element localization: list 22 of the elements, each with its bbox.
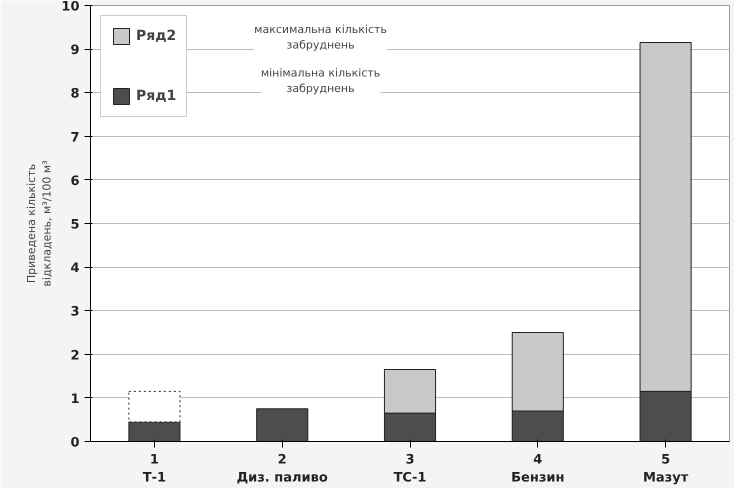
y-tick-label: 5 [70,218,80,232]
y-tick-label: 9 [70,43,80,58]
legend-label: Ряд2 [136,28,176,44]
y-tick-label: 8 [70,86,80,102]
y-tick-label: 10 [61,0,80,14]
y-tick-label: 3 [70,304,80,320]
y-tick-label: 7 [70,130,80,146]
x-tick-label: 4 Бензин [511,452,564,486]
y-tick-label: 4 [70,261,80,276]
y-tick-label: 0 [70,436,80,450]
x-tick-label: 5 Мазут [642,452,689,486]
x-tick-label: 2 Диз. паливо [236,452,328,486]
y-axis-title: Приведена кількість відкладень, м³/100 м³ [24,160,54,287]
y-tick-label: 6 [70,174,80,189]
x-tick-label: 1 Т-1 [142,452,166,486]
legend-label: Ряд1 [136,88,176,104]
annotation: максимальна кількість забруднень [254,22,387,52]
y-tick-label: 2 [70,348,80,364]
x-tick-label: 3 ТС-1 [394,452,426,486]
annotation: мінімальна кількість забруднень [260,66,380,96]
bar [256,408,308,442]
y-tick-label: 1 [70,392,80,407]
